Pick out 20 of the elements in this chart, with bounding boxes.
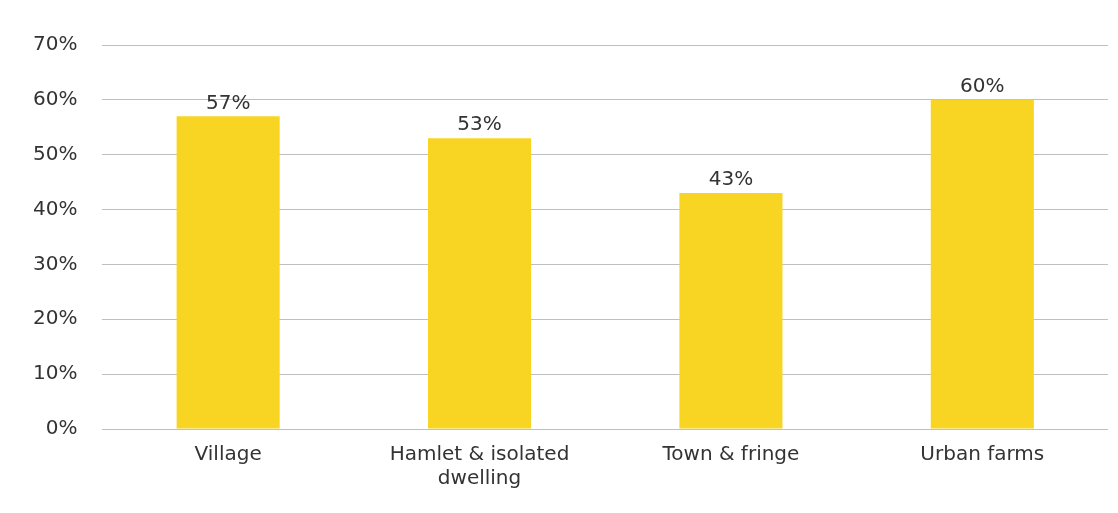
data-label: 57%: [205, 89, 251, 114]
data-label: 53%: [457, 111, 502, 136]
bar: [679, 193, 783, 429]
bar: [176, 116, 280, 429]
y-tick-label: 50%: [33, 140, 78, 165]
y-tick-label: 10%: [33, 360, 78, 385]
x-tick-label: Hamlet & isolated dwelling: [389, 441, 570, 490]
y-tick-label: 0%: [45, 415, 78, 440]
y-tick-label: 60%: [33, 86, 78, 111]
y-tick-label: 30%: [33, 250, 78, 275]
data-label: 43%: [708, 166, 754, 191]
bar: [930, 99, 1034, 429]
x-tick-label: Town & fringe: [661, 441, 800, 466]
data-label: 60%: [960, 73, 1005, 98]
y-tick-label: 40%: [33, 195, 78, 220]
y-tick-label: 20%: [33, 305, 78, 330]
x-tick-label: Urban farms: [920, 441, 1045, 466]
bar: [428, 138, 532, 429]
y-tick-label: 70%: [33, 31, 78, 56]
x-tick-label: Village: [194, 441, 262, 466]
